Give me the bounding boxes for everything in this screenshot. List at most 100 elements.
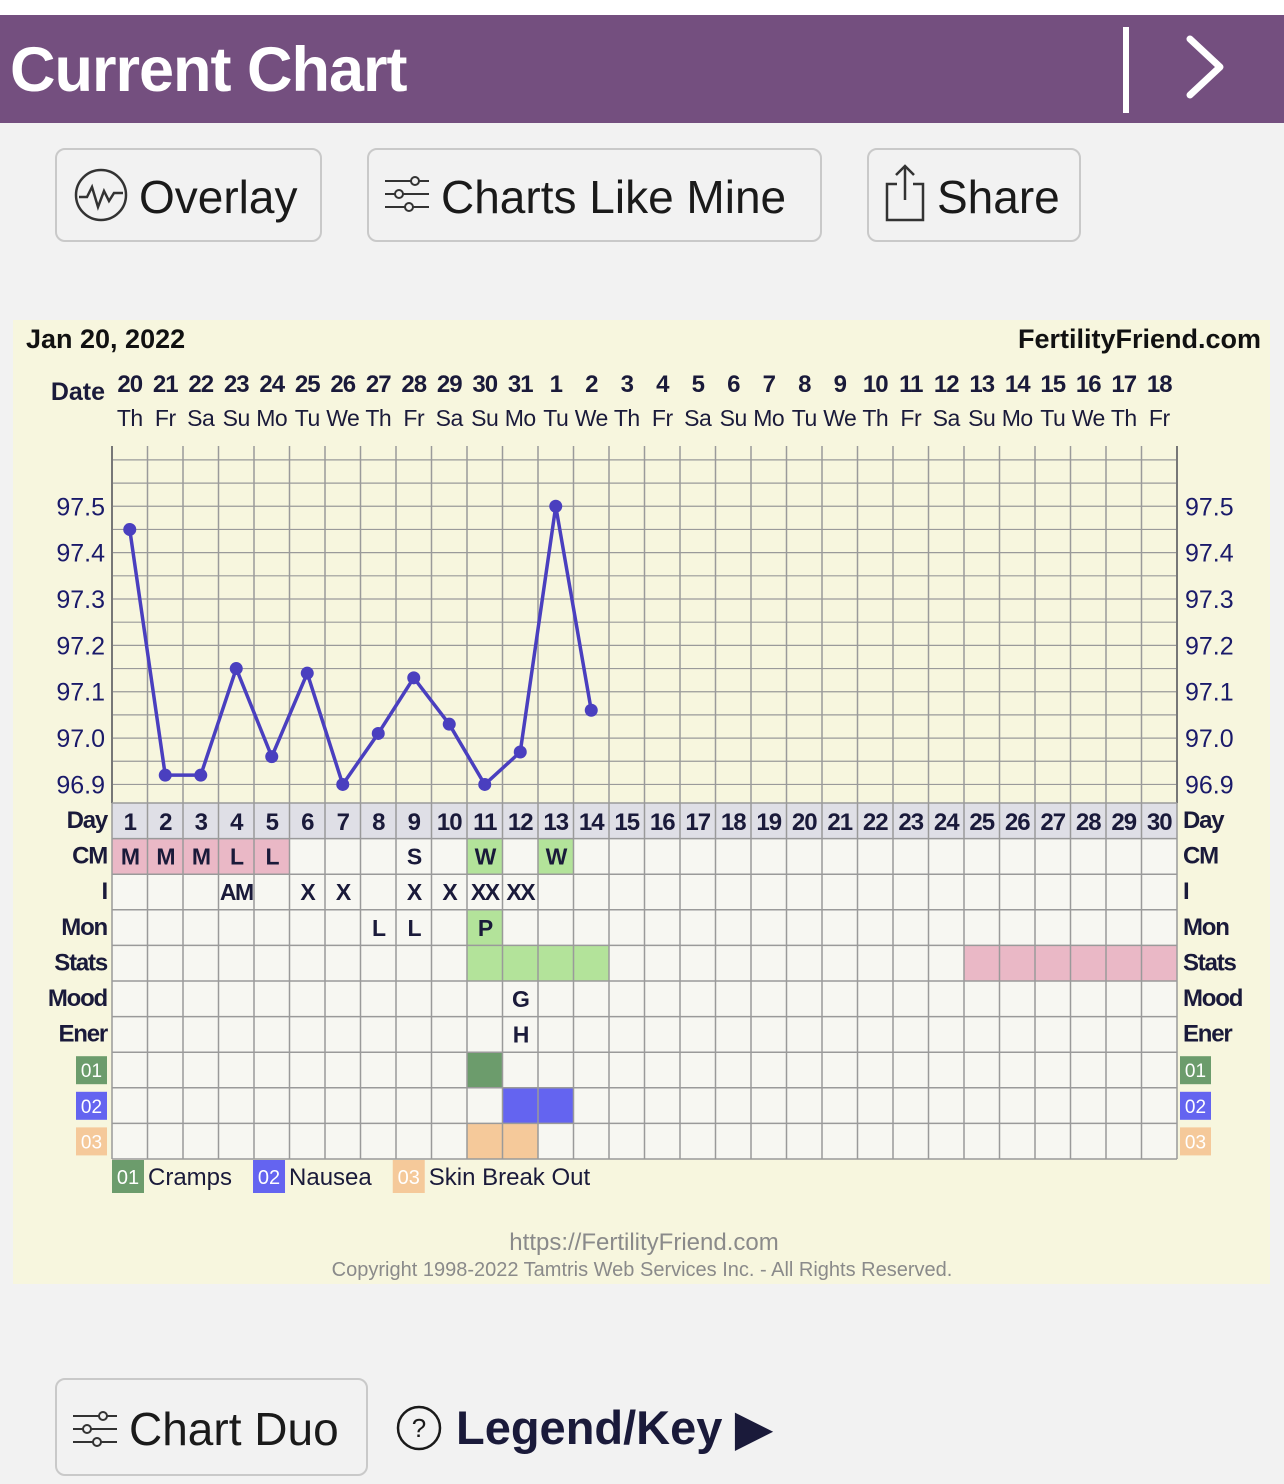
chart-duo-button[interactable]: Chart Duo: [55, 1378, 368, 1476]
symptom-cell: [467, 1052, 503, 1088]
intercourse-value: X: [407, 879, 423, 905]
day-number: 27: [1040, 809, 1065, 836]
day-number: 21: [827, 809, 852, 836]
date-label: 6: [727, 371, 740, 398]
day-number: 18: [721, 809, 746, 836]
weekday-label: Th: [365, 405, 391, 431]
y-tick-label: 97.3: [1185, 586, 1234, 614]
temperature-point: [478, 777, 492, 791]
day-number: 24: [934, 809, 960, 836]
stats-cell: [1035, 945, 1071, 981]
cm-cell: [218, 838, 254, 875]
temperature-point: [513, 745, 527, 759]
day-number: 22: [863, 809, 888, 836]
monitor-value: L: [407, 915, 421, 941]
weekday-label: We: [575, 405, 608, 431]
weekday-label: Mo: [256, 405, 287, 431]
weekday-label: Tu: [295, 405, 320, 431]
stats-cell: [538, 945, 574, 981]
date-label: 11: [899, 371, 923, 398]
date-label: 12: [934, 371, 959, 398]
weekday-label: We: [823, 405, 856, 431]
date-label: 31: [508, 371, 533, 398]
overlay-button[interactable]: Overlay: [55, 148, 322, 242]
row-label: CM: [72, 843, 107, 870]
legend-swatch: [112, 1160, 144, 1193]
date-label: 2: [585, 371, 598, 398]
date-label: 4: [656, 371, 670, 398]
weekday-label: Mo: [505, 405, 536, 431]
symptom-code: 03: [81, 1132, 102, 1153]
symptom-cell: [467, 1123, 503, 1159]
stats-cell: [1106, 945, 1142, 981]
legend-key-link[interactable]: Legend/Key ▶: [456, 1401, 772, 1454]
temperature-line: [128, 504, 593, 787]
date-label: 7: [763, 371, 776, 398]
header-divider: [1123, 27, 1129, 113]
overlay-label: Overlay: [139, 171, 298, 223]
symptom-code: 02: [1185, 1097, 1206, 1118]
chevron-right-icon: [1186, 35, 1224, 99]
svg-text:?: ?: [412, 1413, 426, 1443]
row-label: I: [1183, 878, 1189, 905]
weekday-label: We: [326, 405, 359, 431]
monitor-cell: [467, 909, 503, 946]
weekday-label: Mo: [753, 405, 784, 431]
legend-code: 02: [258, 1167, 280, 1189]
date-label: 8: [798, 371, 811, 398]
date-label: 21: [153, 371, 178, 398]
cm-value: L: [230, 844, 244, 870]
cm-cell: [538, 838, 574, 875]
row-label: Day: [1183, 807, 1225, 834]
charts-like-mine-button[interactable]: Charts Like Mine: [367, 148, 822, 242]
chart-date-title: Jan 20, 2022: [26, 324, 185, 354]
temperature-point: [158, 768, 172, 782]
day-number: 2: [159, 809, 172, 836]
temperature-point: [265, 750, 279, 764]
sliders-icon: [73, 1411, 117, 1447]
weekday-label: Fr: [900, 405, 922, 431]
question-circle-icon[interactable]: ?: [395, 1404, 443, 1452]
y-tick-label: 97.1: [56, 679, 105, 707]
weekday-label: Sa: [684, 405, 712, 431]
weekday-label: Mo: [1002, 405, 1033, 431]
temperature-point: [549, 499, 563, 513]
cm-cell: [147, 838, 183, 875]
intercourse-value: X: [300, 879, 316, 905]
symptom-code-badge: [1180, 1127, 1211, 1156]
temperature-point: [442, 717, 456, 731]
day-number: 16: [650, 809, 675, 836]
weekday-label: Su: [720, 405, 747, 431]
row-label: Mood: [1183, 985, 1243, 1012]
date-label: 29: [437, 371, 462, 398]
date-row-label: Date: [51, 378, 105, 406]
stats-cell: [573, 945, 609, 981]
day-number: 9: [408, 809, 421, 836]
intercourse-value: AM: [220, 879, 253, 905]
y-tick-label: 97.0: [56, 725, 105, 753]
weekday-label: Su: [471, 405, 498, 431]
stats-cell: [1141, 945, 1177, 981]
cm-value: M: [121, 844, 139, 870]
date-label: 23: [224, 371, 249, 398]
y-tick-label: 96.9: [56, 771, 105, 799]
share-button[interactable]: Share: [867, 148, 1081, 242]
y-tick-label: 96.9: [1185, 771, 1234, 799]
y-tick-label: 97.5: [56, 493, 105, 521]
y-tick-label: 97.4: [56, 540, 105, 568]
stats-cell: [964, 945, 1000, 981]
cm-value: S: [407, 844, 422, 870]
day-number: 7: [337, 809, 350, 836]
legend-code: 01: [117, 1167, 139, 1189]
next-chart-button[interactable]: [1168, 27, 1238, 107]
day-number: 15: [614, 809, 639, 836]
day-number: 17: [685, 809, 710, 836]
day-number: 26: [1005, 809, 1030, 836]
day-number: 11: [473, 809, 497, 836]
row-label: CM: [1183, 843, 1218, 870]
cm-cell: [254, 838, 290, 875]
intercourse-value: XX: [506, 879, 536, 905]
legend-name: Skin Break Out: [429, 1164, 591, 1191]
date-label: 5: [692, 371, 705, 398]
weekday-label: Th: [614, 405, 640, 431]
